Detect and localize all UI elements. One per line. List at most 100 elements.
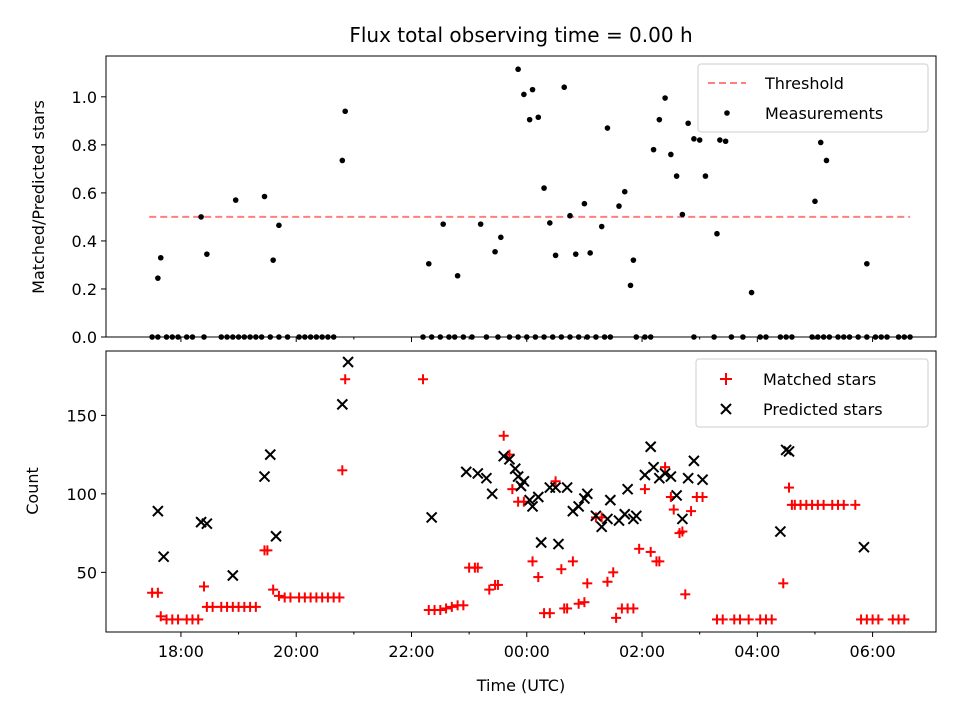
- measurement-point: [529, 86, 536, 93]
- matched-star-point: [492, 579, 503, 590]
- matched-star-point: [441, 603, 452, 614]
- x-tick-label: 02:00: [619, 642, 665, 661]
- predicted-star-point: [604, 494, 617, 506]
- measurement-point: [204, 251, 210, 257]
- measurement-point: [616, 203, 622, 209]
- bottom-y-axis-label: Count: [23, 467, 42, 515]
- legend-matched-swatch: [720, 373, 732, 385]
- x-tick-label: 04:00: [734, 642, 780, 661]
- measurement-point: [748, 289, 755, 296]
- predicted-star-point: [336, 398, 349, 411]
- matched-star-point: [778, 578, 789, 589]
- measurement-point: [425, 260, 432, 267]
- measurement-point: [630, 257, 637, 263]
- predicted-star-point: [201, 517, 213, 530]
- matched-star-point: [550, 476, 561, 487]
- measurement-point: [270, 257, 276, 263]
- predicted-star-point: [523, 494, 536, 506]
- matched-star-point: [250, 601, 261, 612]
- top-legend: Threshold Measurements: [697, 63, 929, 133]
- predicted-star-point: [659, 467, 671, 480]
- measurement-point: [232, 197, 239, 203]
- measurement-point: [535, 114, 542, 121]
- predicted-star-point: [676, 513, 689, 525]
- matched-star-point: [677, 526, 688, 537]
- matched-star-point: [608, 567, 619, 578]
- bottom-y-tick-label: 150: [66, 406, 97, 425]
- matched-star-point: [285, 592, 296, 603]
- measurement-point: [454, 272, 461, 279]
- predicted-star-point: [858, 541, 870, 553]
- matched-star-point: [660, 462, 671, 473]
- legend-measurements-swatch: [724, 110, 730, 116]
- predicted-star-point: [503, 453, 516, 466]
- top-y-tick-label: 0.8: [72, 136, 97, 155]
- x-tick-label: 18:00: [158, 642, 204, 661]
- matched-star-point: [567, 556, 578, 567]
- bottom-legend: Matched stars Predicted stars: [695, 358, 929, 428]
- matched-star-point: [498, 430, 509, 441]
- matched-star-point: [743, 614, 754, 625]
- predicted-star-point: [619, 508, 631, 520]
- measurement-point: [521, 91, 527, 98]
- predicted-star-point: [486, 488, 498, 500]
- top-y-tick-label: 0.0: [72, 328, 97, 347]
- matched-star-point: [654, 556, 665, 567]
- measurement-point: [440, 221, 446, 227]
- predicted-star-point: [425, 511, 438, 524]
- measurement-point: [864, 260, 870, 267]
- predicted-star-point: [258, 470, 271, 483]
- measurement-point: [598, 223, 605, 230]
- matched-star-point: [717, 614, 728, 625]
- matched-star-point: [273, 590, 284, 601]
- predicted-star-point: [682, 472, 694, 484]
- measurement-point: [547, 220, 553, 226]
- measurement-point: [650, 146, 657, 153]
- predicted-star-point: [535, 536, 547, 549]
- top-legend-box: [697, 63, 929, 133]
- matched-star-point: [873, 614, 884, 625]
- measurement-point: [342, 108, 349, 115]
- matched-star-point: [173, 614, 184, 625]
- matched-star-point: [418, 374, 429, 385]
- legend-matched-label: Matched stars: [763, 370, 876, 389]
- measurement-point: [673, 173, 680, 179]
- predicted-star-point: [526, 500, 539, 513]
- measurement-point: [541, 185, 547, 191]
- matched-star-point: [435, 605, 446, 616]
- matched-star-point: [562, 603, 573, 614]
- measurement-point: [561, 84, 568, 91]
- matched-star-point: [556, 564, 567, 575]
- measurement-point: [198, 214, 204, 220]
- measurement-point: [685, 120, 691, 127]
- predicted-star-point: [549, 481, 562, 494]
- measurement-point: [702, 173, 709, 179]
- measurement-point: [552, 252, 559, 259]
- predicted-star-point: [595, 521, 608, 533]
- top-y-tick-label: 0.4: [72, 232, 97, 251]
- matched-star-point: [735, 614, 746, 625]
- matched-star-point: [337, 465, 348, 476]
- predicted-star-point: [696, 474, 709, 486]
- predicted-star-point: [532, 491, 544, 503]
- predicted-star-point: [227, 569, 239, 582]
- bottom-x-axis-label: Time (UTC): [476, 676, 565, 695]
- measurement-point: [668, 151, 674, 158]
- matched-star-point: [340, 374, 351, 385]
- matched-star-point: [533, 572, 544, 583]
- matched-star-point: [818, 499, 829, 510]
- measurement-point: [627, 282, 634, 289]
- predicted-star-point: [665, 470, 677, 483]
- x-tick-label: 20:00: [273, 642, 319, 661]
- measurement-point: [572, 251, 579, 257]
- measurement-point: [261, 193, 268, 200]
- predicted-star-point: [774, 525, 787, 538]
- measurement-point: [567, 212, 573, 219]
- matched-star-point: [686, 506, 697, 517]
- predicted-star-point: [480, 472, 493, 484]
- predicted-star-point: [581, 488, 593, 500]
- matched-star-point: [544, 608, 555, 619]
- predicted-star-point: [270, 530, 282, 542]
- matched-star-point: [155, 611, 166, 622]
